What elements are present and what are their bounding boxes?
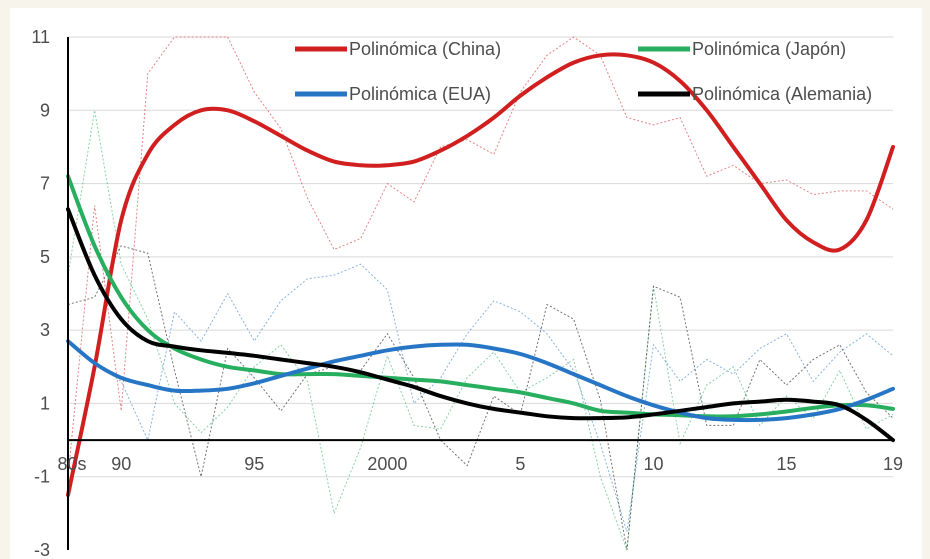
trend-series-line bbox=[66, 52, 895, 497]
y-tick-label: 3 bbox=[40, 320, 50, 340]
x-tick-label: 95 bbox=[244, 454, 264, 474]
trend-series-line bbox=[66, 339, 895, 423]
legend-label: Polinómica (China) bbox=[349, 39, 501, 59]
line-chart: 11 9 7 5 3 1 -1 -3 80s 90 95 2000 5 10 15 19 Polinómic… bbox=[31, 27, 903, 559]
raw-series-line bbox=[67, 263, 894, 532]
y-tick-label: 1 bbox=[40, 393, 50, 413]
trend-series-line bbox=[66, 207, 895, 443]
x-tick-label: 90 bbox=[111, 454, 131, 474]
raw-series-line bbox=[67, 110, 894, 551]
x-tick-labels: 80s 90 95 2000 5 10 15 19 bbox=[57, 454, 903, 474]
x-tick-label: 2000 bbox=[367, 454, 407, 474]
legend-label: Polinómica (Alemania) bbox=[692, 84, 872, 104]
x-tick-label: 5 bbox=[515, 454, 525, 474]
axes bbox=[67, 37, 893, 550]
trend-series-line bbox=[66, 174, 895, 419]
y-tick-label: 5 bbox=[40, 247, 50, 267]
y-tick-label: -1 bbox=[34, 467, 50, 487]
y-tick-label: 11 bbox=[31, 27, 50, 47]
legend-label: Polinómica (Japón) bbox=[692, 39, 846, 59]
chart-frame: 11 9 7 5 3 1 -1 -3 80s 90 95 2000 5 10 15 19 Polinómic… bbox=[10, 8, 922, 559]
raw-series-line bbox=[67, 245, 894, 551]
legend-label: Polinómica (EUA) bbox=[349, 84, 491, 104]
x-tick-label: 80s bbox=[57, 454, 86, 474]
legend: Polinómica (China) Polinómica (Japón) Poli… bbox=[295, 39, 872, 104]
x-tick-label: 10 bbox=[643, 454, 663, 474]
x-tick-label: 19 bbox=[883, 454, 903, 474]
y-tick-label: 7 bbox=[40, 174, 50, 194]
y-tick-labels: 11 9 7 5 3 1 -1 -3 bbox=[31, 27, 50, 559]
y-tick-label: -3 bbox=[34, 540, 50, 559]
trend-series-group bbox=[66, 52, 895, 497]
x-tick-label: 15 bbox=[777, 454, 797, 474]
y-tick-label: 9 bbox=[40, 100, 50, 120]
